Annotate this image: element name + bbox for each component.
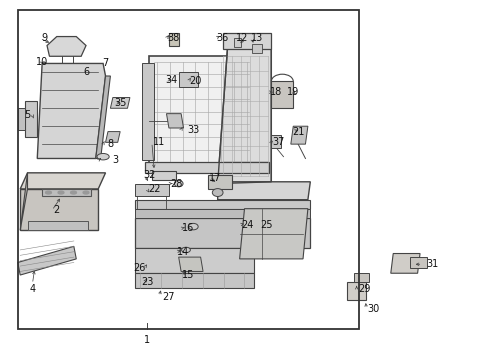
Text: 1: 1 <box>143 334 150 345</box>
Ellipse shape <box>181 247 190 253</box>
Text: 29: 29 <box>357 284 369 294</box>
Polygon shape <box>20 173 27 230</box>
Text: 19: 19 <box>286 87 299 97</box>
Ellipse shape <box>70 191 76 194</box>
Text: 31: 31 <box>425 259 437 269</box>
Text: 23: 23 <box>141 277 153 287</box>
Polygon shape <box>149 56 254 171</box>
Ellipse shape <box>174 180 183 187</box>
Text: 15: 15 <box>182 270 194 280</box>
Polygon shape <box>37 63 105 158</box>
Text: 13: 13 <box>250 33 262 43</box>
Polygon shape <box>18 246 76 275</box>
Polygon shape <box>178 72 198 87</box>
Text: 6: 6 <box>83 67 89 77</box>
Text: 7: 7 <box>102 58 108 68</box>
Text: 17: 17 <box>209 173 221 183</box>
Text: 35: 35 <box>114 98 126 108</box>
Text: 36: 36 <box>216 33 228 43</box>
Text: 20: 20 <box>189 76 202 86</box>
Text: 24: 24 <box>240 220 253 230</box>
Polygon shape <box>42 189 91 196</box>
Text: 21: 21 <box>291 127 304 136</box>
Polygon shape <box>222 33 271 49</box>
Polygon shape <box>20 189 98 230</box>
Polygon shape <box>27 221 88 230</box>
Text: 5: 5 <box>24 111 31 121</box>
Polygon shape <box>135 273 254 288</box>
Polygon shape <box>135 209 310 218</box>
Polygon shape <box>142 63 154 160</box>
Text: 10: 10 <box>36 57 48 67</box>
Polygon shape <box>207 175 232 189</box>
Polygon shape <box>271 135 281 148</box>
Polygon shape <box>105 132 120 142</box>
Polygon shape <box>110 98 130 108</box>
Bar <box>18 10 358 329</box>
Ellipse shape <box>58 191 64 194</box>
Polygon shape <box>135 248 254 273</box>
Polygon shape <box>217 182 310 200</box>
Ellipse shape <box>212 189 223 197</box>
Polygon shape <box>390 253 419 273</box>
Text: 33: 33 <box>187 125 199 135</box>
Polygon shape <box>178 257 203 271</box>
Polygon shape <box>353 273 368 282</box>
Text: 11: 11 <box>153 138 165 147</box>
Text: 30: 30 <box>367 304 379 314</box>
Text: 34: 34 <box>165 75 177 85</box>
Text: 8: 8 <box>107 139 113 149</box>
Text: 25: 25 <box>260 220 272 230</box>
Polygon shape <box>166 114 183 128</box>
Text: 27: 27 <box>163 292 175 302</box>
Text: 37: 37 <box>272 138 284 147</box>
Polygon shape <box>168 33 178 45</box>
Text: 18: 18 <box>269 87 282 97</box>
Polygon shape <box>135 200 310 209</box>
Ellipse shape <box>83 191 89 194</box>
Polygon shape <box>346 282 366 300</box>
Polygon shape <box>152 171 176 180</box>
Polygon shape <box>25 101 37 137</box>
Polygon shape <box>271 81 293 108</box>
Text: 4: 4 <box>29 284 35 294</box>
Polygon shape <box>251 44 261 53</box>
Text: 32: 32 <box>143 170 155 180</box>
Polygon shape <box>290 126 307 144</box>
Text: 14: 14 <box>177 247 189 257</box>
Text: 26: 26 <box>133 263 145 273</box>
Polygon shape <box>135 218 310 248</box>
Ellipse shape <box>45 191 51 194</box>
Polygon shape <box>96 76 110 158</box>
Text: 2: 2 <box>54 206 60 216</box>
Polygon shape <box>233 39 240 47</box>
Text: 16: 16 <box>182 224 194 233</box>
Polygon shape <box>47 37 86 56</box>
Text: 12: 12 <box>235 33 248 43</box>
Polygon shape <box>409 257 427 268</box>
Polygon shape <box>144 162 268 173</box>
Polygon shape <box>217 49 271 184</box>
Text: 22: 22 <box>148 184 160 194</box>
Ellipse shape <box>188 224 198 230</box>
Polygon shape <box>18 108 25 130</box>
Text: 9: 9 <box>41 33 47 43</box>
Polygon shape <box>20 173 105 189</box>
Polygon shape <box>135 184 168 196</box>
Text: 3: 3 <box>112 155 118 165</box>
Text: 38: 38 <box>167 33 180 43</box>
Ellipse shape <box>97 153 109 160</box>
Text: 28: 28 <box>170 179 182 189</box>
Polygon shape <box>239 209 307 259</box>
